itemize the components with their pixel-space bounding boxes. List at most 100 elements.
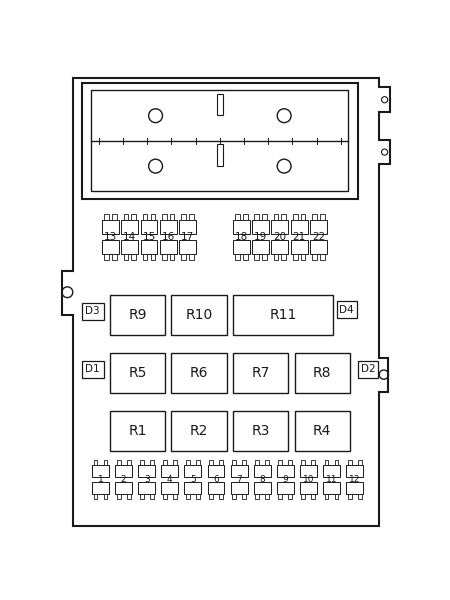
- Text: R5: R5: [128, 366, 147, 380]
- Bar: [242, 460, 246, 464]
- Text: 6: 6: [213, 475, 219, 484]
- Bar: [179, 220, 196, 234]
- Bar: [209, 460, 213, 464]
- Bar: [311, 460, 315, 464]
- Bar: [265, 494, 269, 499]
- Bar: [293, 214, 297, 220]
- Text: R2: R2: [190, 424, 208, 438]
- Bar: [163, 460, 166, 464]
- Bar: [82, 361, 104, 377]
- Bar: [274, 214, 279, 220]
- Bar: [104, 254, 109, 260]
- Text: 7: 7: [236, 475, 242, 484]
- Bar: [102, 220, 119, 234]
- Text: D2: D2: [361, 364, 376, 374]
- Bar: [233, 295, 333, 335]
- Text: 10: 10: [303, 475, 314, 484]
- Bar: [162, 254, 166, 260]
- Text: 5: 5: [190, 475, 196, 484]
- Bar: [92, 482, 109, 494]
- Text: 1: 1: [98, 475, 104, 484]
- Bar: [348, 460, 351, 464]
- Bar: [232, 460, 236, 464]
- Bar: [288, 460, 292, 464]
- Bar: [112, 254, 117, 260]
- Bar: [255, 494, 259, 499]
- Bar: [293, 254, 297, 260]
- Bar: [127, 494, 130, 499]
- Text: R7: R7: [252, 366, 270, 380]
- Bar: [181, 214, 186, 220]
- Bar: [117, 460, 121, 464]
- Bar: [279, 494, 282, 499]
- Bar: [138, 464, 155, 477]
- Bar: [104, 460, 108, 464]
- Text: 20: 20: [273, 232, 287, 242]
- Bar: [186, 494, 190, 499]
- Text: R6: R6: [190, 366, 208, 380]
- Bar: [265, 460, 269, 464]
- Bar: [92, 464, 109, 477]
- Bar: [346, 482, 363, 494]
- Text: 19: 19: [254, 232, 267, 242]
- Bar: [291, 220, 308, 234]
- Text: 14: 14: [123, 232, 136, 242]
- Text: R8: R8: [313, 366, 332, 380]
- Bar: [255, 214, 259, 220]
- Bar: [295, 353, 350, 393]
- Text: 11: 11: [326, 475, 337, 484]
- Bar: [82, 303, 104, 320]
- Bar: [271, 240, 288, 254]
- Bar: [131, 254, 136, 260]
- Bar: [207, 482, 225, 494]
- Text: 12: 12: [349, 475, 360, 484]
- Text: 8: 8: [259, 475, 265, 484]
- Text: 15: 15: [142, 232, 156, 242]
- Text: 18: 18: [235, 232, 248, 242]
- Bar: [302, 460, 305, 464]
- Bar: [262, 214, 267, 220]
- Text: 2: 2: [121, 475, 126, 484]
- Bar: [104, 214, 109, 220]
- Bar: [358, 494, 361, 499]
- Bar: [358, 460, 361, 464]
- Bar: [117, 494, 121, 499]
- Bar: [346, 464, 363, 477]
- Bar: [94, 460, 97, 464]
- Bar: [233, 411, 288, 451]
- Bar: [230, 464, 248, 477]
- Bar: [163, 494, 166, 499]
- Bar: [179, 240, 196, 254]
- Text: 13: 13: [104, 232, 117, 242]
- Bar: [110, 411, 165, 451]
- Bar: [320, 214, 324, 220]
- Bar: [233, 353, 288, 393]
- Bar: [189, 214, 194, 220]
- Bar: [312, 254, 317, 260]
- Bar: [186, 460, 190, 464]
- Bar: [243, 254, 248, 260]
- Bar: [277, 464, 294, 477]
- Bar: [181, 254, 186, 260]
- Bar: [233, 240, 250, 254]
- Bar: [243, 214, 248, 220]
- Bar: [184, 482, 201, 494]
- Bar: [255, 460, 259, 464]
- Bar: [161, 464, 178, 477]
- Bar: [94, 494, 97, 499]
- Bar: [232, 494, 236, 499]
- Bar: [143, 214, 148, 220]
- Bar: [281, 214, 286, 220]
- Bar: [288, 494, 292, 499]
- Text: 3: 3: [144, 475, 149, 484]
- Bar: [334, 494, 338, 499]
- Bar: [160, 240, 177, 254]
- Bar: [300, 464, 317, 477]
- Bar: [138, 482, 155, 494]
- Text: D4: D4: [339, 305, 354, 315]
- PathPatch shape: [62, 78, 390, 526]
- Bar: [115, 482, 132, 494]
- Bar: [254, 482, 270, 494]
- Text: 22: 22: [312, 232, 325, 242]
- Bar: [150, 460, 153, 464]
